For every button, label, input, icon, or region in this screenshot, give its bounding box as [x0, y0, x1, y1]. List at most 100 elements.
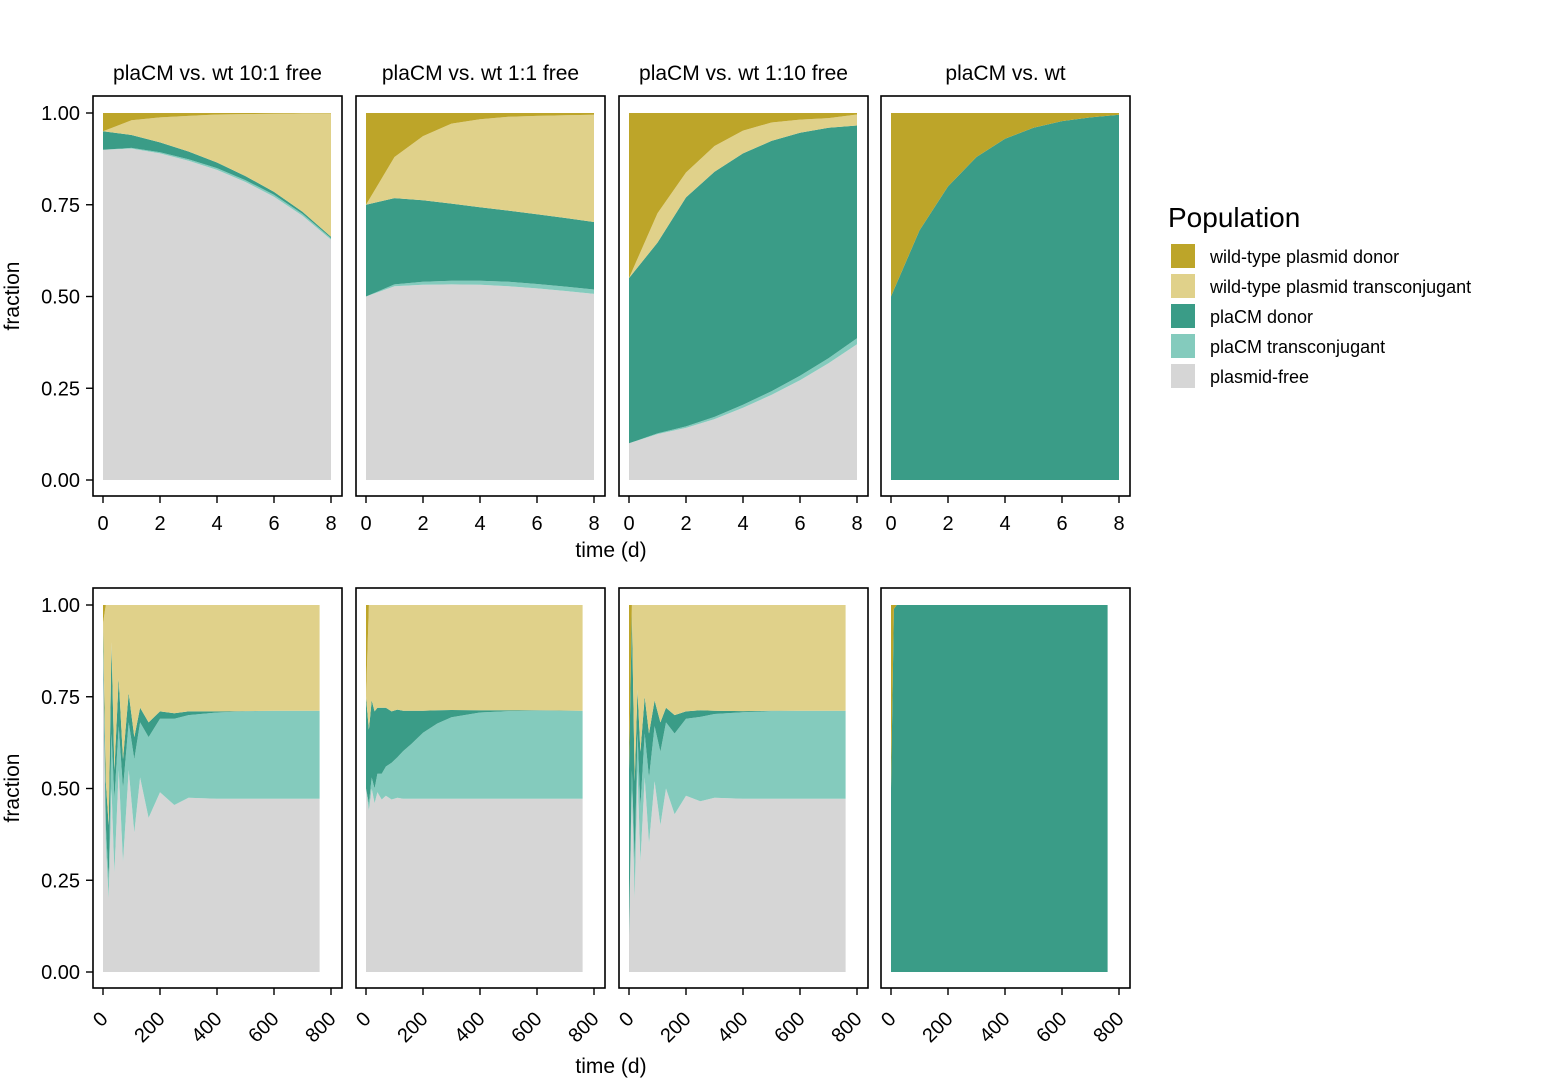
- panel-row1-col1: plaCM vs. wt 10:1 free 0 2 4 6 8: [92, 62, 343, 535]
- x-tick-label: 600: [507, 1008, 546, 1047]
- area-plasmid-free: [103, 641, 320, 972]
- x-tick-label: 0: [615, 1008, 638, 1031]
- area-wild-type-plasmid-transconjugant: [629, 114, 857, 279]
- x-tick-label: 600: [1032, 1008, 1071, 1047]
- legend-swatch: [1171, 334, 1195, 358]
- x-tick-label: 800: [564, 1008, 603, 1047]
- area-placm-donor: [103, 131, 331, 239]
- legend-swatch: [1171, 274, 1195, 298]
- x-tick-label: 0: [352, 1008, 375, 1031]
- x-tick-label: 200: [393, 1008, 432, 1047]
- facet-title: plaCM vs. wt 1:1 free: [382, 62, 579, 85]
- y-tick-label: 0.25: [41, 378, 80, 400]
- area-plasmid-free: [629, 344, 857, 480]
- x-tick-label: 0: [97, 513, 108, 535]
- x-tick-label: 400: [975, 1008, 1014, 1047]
- panel-row1-col3: plaCM vs. wt 1:10 free 0 2 4 6 8: [618, 62, 869, 535]
- y-tick-label: 0.50: [41, 287, 80, 309]
- facet-title: plaCM vs. wt: [945, 62, 1065, 85]
- area-wild-type-plasmid-donor: [366, 113, 594, 205]
- legend-label: wild-type plasmid transconjugant: [1209, 277, 1471, 297]
- area-wild-type-plasmid-donor: [891, 113, 1119, 297]
- legend-title: Population: [1168, 202, 1300, 233]
- legend-label: plaCM donor: [1210, 307, 1313, 327]
- x-tick-label: 6: [794, 513, 805, 535]
- panel-row1-col4: plaCM vs. wt 0 2 4 6 8: [880, 62, 1131, 535]
- x-axis-label: time (d): [575, 539, 646, 562]
- x-tick-label: 8: [851, 513, 862, 535]
- x-tick-label: 800: [827, 1008, 866, 1047]
- area-wild-type-plasmid-donor: [629, 113, 857, 279]
- x-tick-label: 0: [877, 1008, 900, 1031]
- y-axis-row-1: 0.00 0.25 0.50 0.75 1.00 fraction: [1, 103, 93, 492]
- area-wild-type-plasmid-transconjugant: [103, 113, 331, 237]
- area-placm-transconjugant: [103, 641, 320, 899]
- x-tick-label: 6: [1056, 513, 1067, 535]
- area-wild-type-plasmid-donor: [103, 113, 331, 132]
- panel-row2-col3: 0 200 400 600 800: [615, 587, 869, 1047]
- area-wild-type-plasmid-transconjugant: [366, 605, 583, 730]
- x-tick-label: 2: [942, 513, 953, 535]
- y-tick-label: 0.50: [41, 779, 80, 801]
- x-tick-label: 2: [417, 513, 428, 535]
- y-tick-label: 0.75: [41, 195, 80, 217]
- area-placm-donor: [629, 125, 857, 444]
- x-tick-label: 0: [885, 513, 896, 535]
- x-tick-label: 0: [89, 1008, 112, 1031]
- legend: Population wild-type plasmid donor wild-ty…: [1168, 202, 1471, 388]
- area-plasmid-free: [103, 148, 331, 480]
- x-tick-label: 800: [1089, 1008, 1128, 1047]
- area-placm-transconjugant: [366, 710, 583, 811]
- x-tick-label: 6: [531, 513, 542, 535]
- x-tick-label: 600: [244, 1008, 283, 1047]
- panel-row2-col4: 0 200 400 600 800: [877, 587, 1131, 1047]
- x-tick-label: 4: [737, 513, 748, 535]
- y-tick-label: 1.00: [41, 103, 80, 125]
- panel-row2-col1: 0 200 400 600 800: [89, 587, 343, 1047]
- facet-title: plaCM vs. wt 1:10 free: [639, 62, 848, 85]
- facet-title: plaCM vs. wt 10:1 free: [113, 62, 322, 85]
- x-tick-label: 2: [154, 513, 165, 535]
- y-axis-label: fraction: [1, 262, 24, 331]
- panel-row2-col2: 0 200 400 600 800: [352, 587, 606, 1047]
- area-placm-transconjugant: [366, 280, 594, 297]
- legend-swatch: [1171, 364, 1195, 388]
- x-tick-label: 2: [680, 513, 691, 535]
- y-tick-label: 0.25: [41, 870, 80, 892]
- x-tick-label: 200: [130, 1008, 169, 1047]
- area-wild-type-plasmid-transconjugant: [366, 114, 594, 222]
- y-axis-row-2: 0.00 0.25 0.50 0.75 1.00 fraction: [1, 595, 93, 984]
- x-axis-label: time (d): [575, 1055, 646, 1078]
- x-tick-label: 400: [187, 1008, 226, 1047]
- y-tick-label: 0.00: [41, 962, 80, 984]
- x-tick-label: 200: [918, 1008, 957, 1047]
- x-tick-label: 4: [474, 513, 485, 535]
- legend-label: plasmid-free: [1210, 367, 1309, 387]
- y-tick-label: 0.00: [41, 470, 80, 492]
- legend-swatch: [1171, 304, 1195, 328]
- area-plasmid-free: [629, 770, 846, 972]
- area-placm-donor: [366, 198, 594, 297]
- x-tick-label: 4: [211, 513, 222, 535]
- y-tick-label: 0.75: [41, 687, 80, 709]
- area-wild-type-plasmid-transconjugant: [629, 605, 846, 782]
- legend-label: wild-type plasmid donor: [1209, 247, 1399, 267]
- area-wild-type-plasmid-transconjugant: [103, 605, 320, 826]
- legend-label: plaCM transconjugant: [1210, 337, 1385, 357]
- facet-row-2: 0 200 400 600 800 0 200 400 600 800 0 200 400 600 800 0…: [1, 587, 1131, 1078]
- area-placm-transconjugant: [629, 710, 846, 936]
- x-tick-label: 0: [360, 513, 371, 535]
- x-tick-label: 6: [268, 513, 279, 535]
- panel-row1-col2: plaCM vs. wt 1:1 free 0 2 4 6 8: [355, 62, 606, 535]
- x-tick-label: 8: [588, 513, 599, 535]
- x-tick-label: 8: [325, 513, 336, 535]
- x-tick-label: 600: [770, 1008, 809, 1047]
- x-tick-label: 4: [999, 513, 1010, 535]
- area-plasmid-free: [366, 788, 583, 972]
- x-tick-label: 400: [713, 1008, 752, 1047]
- area-placm-donor: [891, 114, 1119, 481]
- area-placm-donor: [891, 605, 1108, 972]
- x-tick-label: 800: [301, 1008, 340, 1047]
